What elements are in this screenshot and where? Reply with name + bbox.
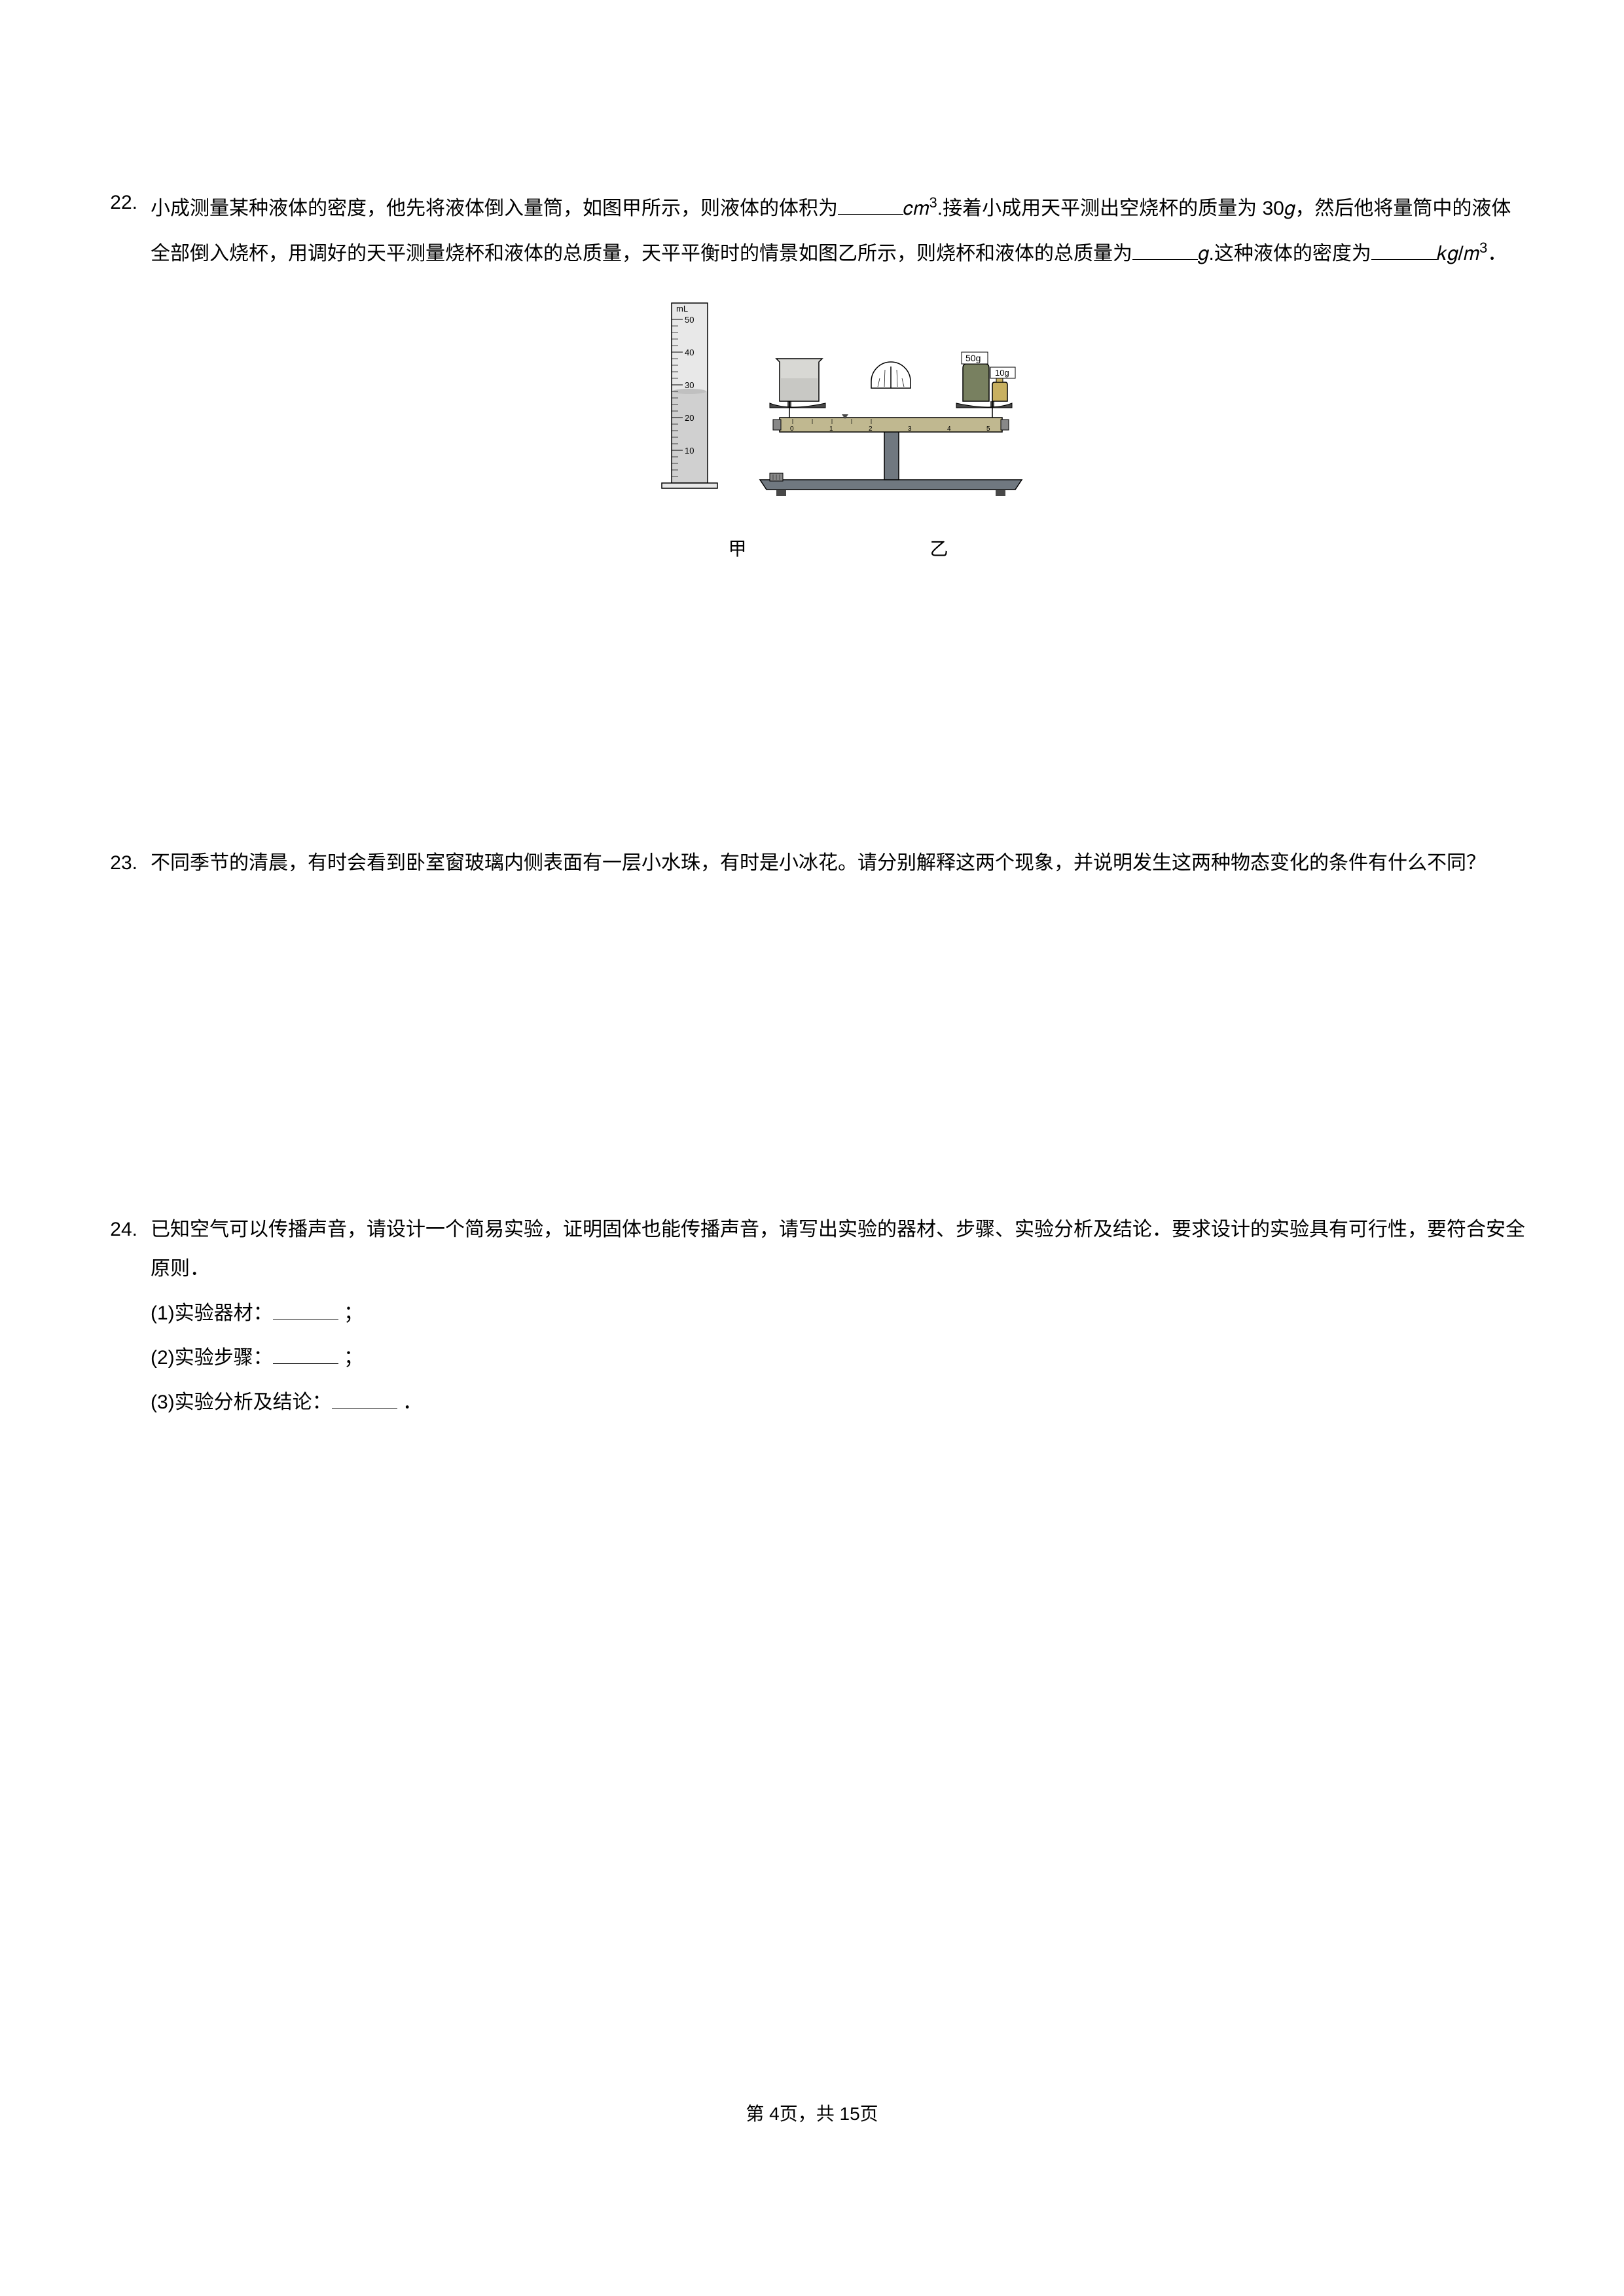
blank-mass [1132,240,1198,260]
q24-sub1-end: ； [344,1302,363,1324]
graduated-cylinder-icon: mL 50 40 30 20 10 [662,303,717,488]
question-24-text: 24. 已知空气可以传播声音，请设计一个简易实验，证明固体也能传播声音，请写出实… [98,1210,1526,1422]
svg-text:3: 3 [908,425,912,433]
q24-sub2-end: ； [344,1347,363,1369]
q24-sub3-end: ． [403,1391,422,1413]
physics-apparatus-diagram: mL 50 40 30 20 10 [642,293,1035,509]
balance-scale-icon: 0 1 2 3 4 5 [760,352,1022,496]
q22-unit1: 𝑐𝑚 [903,198,929,219]
q22-figure: mL 50 40 30 20 10 [151,293,1526,569]
q24-sub2-label: (2)实验步骤： [151,1347,273,1369]
blank-volume [838,195,903,215]
q24-sub1: (1)实验器材： ； [151,1294,1526,1333]
svg-text:10: 10 [685,446,694,456]
question-number-24: 24. [98,1210,151,1422]
blank-steps [273,1344,338,1364]
blank-equipment [273,1300,338,1319]
q22-part3: 这种液体的密度为 [1214,243,1371,264]
q24-sub3: (3)实验分析及结论： ． [151,1383,1526,1422]
question-23-body: 不同季节的清晨，有时会看到卧室窗玻璃内侧表面有一层小水珠，有时是小冰花。请分别解… [151,844,1526,883]
q22-unit1-sup: 3 [929,194,937,211]
question-23-text: 23. 不同季节的清晨，有时会看到卧室窗玻璃内侧表面有一层小水珠，有时是小冰花。… [98,844,1526,883]
question-22-body: 小成测量某种液体的密度，他先将液体倒入量筒，如图甲所示，则液体的体积为𝑐𝑚3.接… [151,183,1526,569]
svg-text:10g: 10g [995,368,1009,378]
svg-text:4: 4 [947,425,951,433]
q22-unit3-sup: 3 [1479,240,1487,256]
svg-text:1: 1 [829,425,833,433]
question-24: 24. 已知空气可以传播声音，请设计一个简易实验，证明固体也能传播声音，请写出实… [98,1210,1526,1422]
q22-figure-labels: 甲 乙 [151,529,1526,569]
svg-text:40: 40 [685,348,694,357]
page-content: 22. 小成测量某种液体的密度，他先将液体倒入量筒，如图甲所示，则液体的体积为 𝑐… [0,0,1624,1422]
q22-part1: 小成测量某种液体的密度，他先将液体倒入量筒，如图甲所示，则液体的体积为 [151,198,838,219]
blank-density [1371,240,1437,260]
q22-unit2: 𝑔. [1198,243,1214,264]
q22-unit3: 𝑘𝑔/𝑚 [1437,243,1479,264]
svg-text:5: 5 [986,425,990,433]
question-number-22: 22. [98,183,151,569]
question-23: 23. 不同季节的清晨，有时会看到卧室窗玻璃内侧表面有一层小水珠，有时是小冰花。… [98,844,1526,883]
page-footer: 第 4页，共 15页 [0,2100,1624,2126]
q24-sub3-label: (3)实验分析及结论： [151,1391,332,1413]
svg-text:50: 50 [685,315,694,325]
page-number: 第 4页，共 15页 [746,2104,878,2124]
svg-text:2: 2 [869,425,873,433]
question-22: 22. 小成测量某种液体的密度，他先将液体倒入量筒，如图甲所示，则液体的体积为 𝑐… [98,183,1526,569]
q22-period: ． [1487,243,1507,264]
figure-label-yi: 乙 [930,529,948,569]
q24-sub2: (2)实验步骤： ； [151,1338,1526,1378]
svg-text:0: 0 [790,425,794,433]
svg-text:mL: mL [676,304,688,314]
q24-main-text: 已知空气可以传播声音，请设计一个简易实验，证明固体也能传播声音，请写出实验的器材… [151,1219,1525,1280]
question-number-23: 23. [98,844,151,883]
figure-label-jia: 甲 [728,529,746,569]
svg-text:30: 30 [685,380,694,390]
question-24-body: 已知空气可以传播声音，请设计一个简易实验，证明固体也能传播声音，请写出实验的器材… [151,1210,1526,1422]
svg-text:20: 20 [685,413,694,423]
svg-text:50g: 50g [965,353,981,363]
q24-sub1-label: (1)实验器材： [151,1302,273,1324]
blank-conclusion [332,1389,397,1408]
question-22-text: 22. 小成测量某种液体的密度，他先将液体倒入量筒，如图甲所示，则液体的体积为 𝑐… [98,183,1526,569]
